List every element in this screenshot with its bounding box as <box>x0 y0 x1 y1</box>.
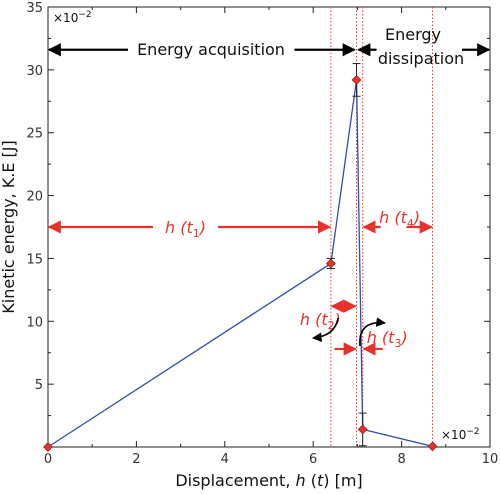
y-tick-label: 20 <box>26 190 43 205</box>
series-line <box>47 79 433 448</box>
phase-label-dissipation-line1: Energy <box>385 25 441 44</box>
data-point <box>325 258 336 269</box>
x-tick-label: 2 <box>132 452 140 467</box>
y-scale-factor: ×10−2 <box>53 10 92 25</box>
curved-arrow-t2 <box>312 317 339 342</box>
x-scale-factor: ×10−2 <box>441 427 480 442</box>
annotation-label-t3: h (t3) <box>367 328 408 350</box>
annotation-label-t2: h (t2) <box>300 310 341 332</box>
y-axis-ticks: 5 10 15 20 25 30 35 <box>26 1 490 417</box>
x-axis-ticks: 0 2 4 6 8 10 <box>44 7 498 467</box>
annotations: h (t1) h (t4) h (t2) h (t3) <box>47 208 433 356</box>
x-tick-label: 0 <box>44 452 52 467</box>
curved-arrow-t3 <box>359 317 386 347</box>
y-tick-label: 10 <box>26 315 43 330</box>
y-tick-label: 15 <box>26 252 43 267</box>
x-tick-label: 8 <box>397 452 405 467</box>
y-tick-label: 5 <box>35 378 43 393</box>
annotation-label-t4: h (t4) <box>379 208 420 230</box>
data-point <box>351 74 362 85</box>
data-series <box>43 63 438 452</box>
x-tick-label: 6 <box>309 452 317 467</box>
data-point <box>427 441 438 452</box>
x-axis-label: Displacement, h (t) [m] <box>175 471 362 490</box>
x-tick-label: 10 <box>482 452 499 467</box>
y-tick-label: 35 <box>26 1 43 16</box>
data-point <box>43 442 53 452</box>
phase-label-dissipation-line2: dissipation <box>378 49 464 68</box>
x-tick-label: 4 <box>221 452 229 467</box>
y-tick-label: 25 <box>26 127 43 142</box>
annotation-label-t1: h (t1) <box>165 218 206 240</box>
data-point <box>357 424 368 435</box>
y-tick-label: 30 <box>26 64 43 79</box>
y-axis-label: Kinetic energy, K.E [J] <box>0 140 18 313</box>
phase-label-acquisition: Energy acquisition <box>137 40 285 59</box>
